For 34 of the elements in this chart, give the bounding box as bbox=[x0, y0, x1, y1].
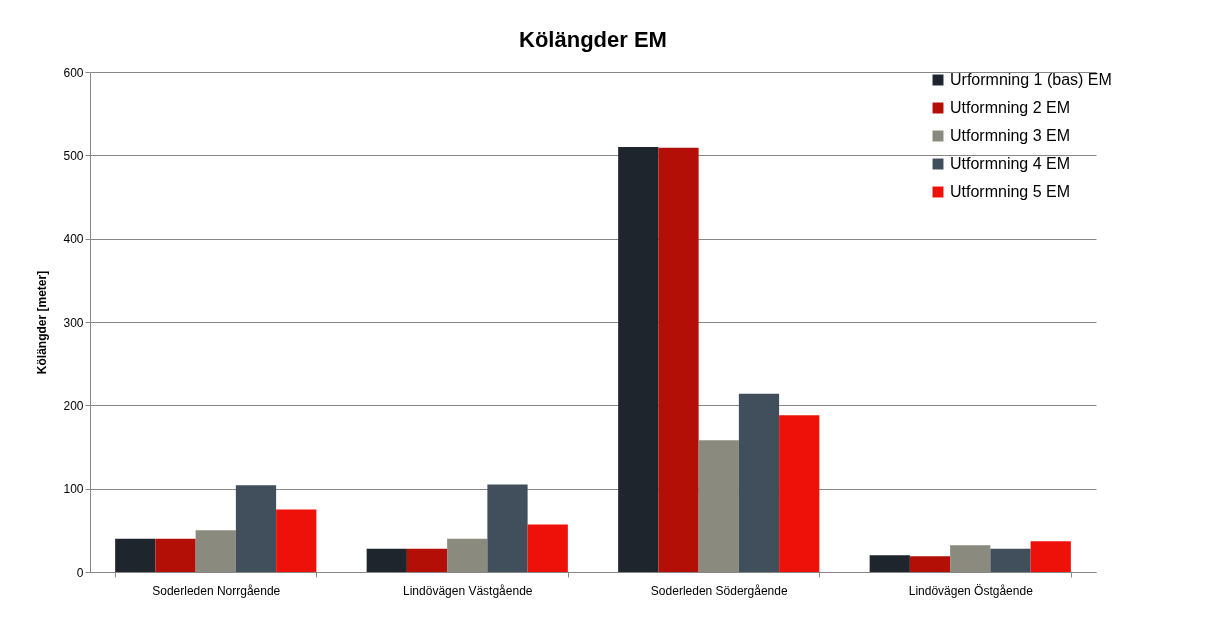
y-tick-label: 500 bbox=[63, 148, 84, 163]
x-tick-label: Soderleden Södergående bbox=[650, 583, 788, 598]
bar bbox=[155, 538, 196, 572]
x-tick-label: Soderleden Norrgående bbox=[152, 583, 281, 598]
y-tick-label: 200 bbox=[63, 398, 84, 413]
bar bbox=[276, 509, 317, 572]
y-tick-label: 0 bbox=[76, 565, 84, 580]
bar bbox=[618, 147, 659, 572]
bar bbox=[779, 415, 820, 572]
legend-label: Utformning 5 EM bbox=[950, 183, 1071, 200]
chart-title: Kölängder EM bbox=[519, 27, 667, 52]
bar bbox=[738, 393, 780, 572]
legend-label: Utformning 4 EM bbox=[950, 155, 1071, 172]
x-tick-label: Lindövägen Västgående bbox=[403, 583, 533, 598]
bar bbox=[869, 555, 910, 572]
y-tick-label: 600 bbox=[63, 65, 84, 80]
bar bbox=[527, 524, 568, 572]
bar bbox=[1030, 541, 1071, 572]
y-tick-label: 400 bbox=[63, 232, 84, 247]
bar bbox=[990, 548, 1031, 572]
legend-label: Utformning 2 EM bbox=[950, 99, 1071, 116]
y-axis-title: Kölängder [meter] bbox=[35, 270, 50, 375]
bar bbox=[366, 548, 407, 572]
legend-label: Utformning 3 EM bbox=[950, 127, 1071, 144]
y-tick-label: 300 bbox=[63, 315, 84, 330]
bar bbox=[909, 556, 951, 572]
bar bbox=[406, 548, 448, 572]
bar bbox=[235, 485, 277, 572]
legend-label: Urformning 1 (bas) EM bbox=[950, 71, 1112, 88]
bar bbox=[115, 538, 156, 572]
x-tick-label: Lindövägen Östgående bbox=[908, 583, 1034, 598]
bar bbox=[487, 484, 528, 572]
y-tick-label: 100 bbox=[63, 482, 84, 497]
bar bbox=[658, 147, 699, 572]
